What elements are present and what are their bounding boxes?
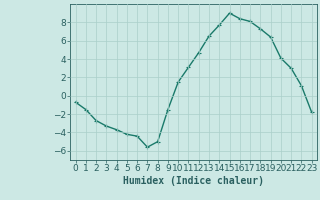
X-axis label: Humidex (Indice chaleur): Humidex (Indice chaleur) xyxy=(123,176,264,186)
